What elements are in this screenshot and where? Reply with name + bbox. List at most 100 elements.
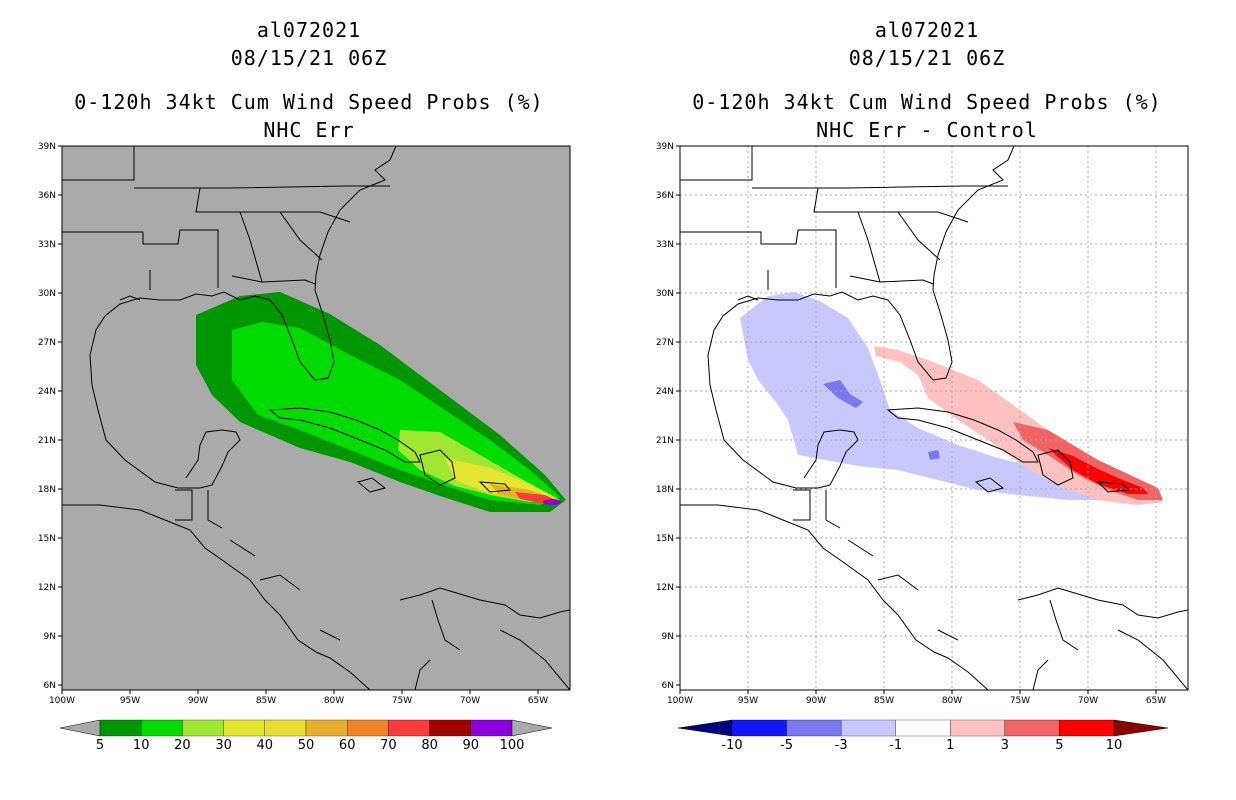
colorbar-box bbox=[1059, 719, 1115, 737]
colorbar-label: -10 bbox=[721, 738, 742, 753]
colorbar-label: 50 bbox=[298, 738, 315, 753]
lon-label: 95W bbox=[738, 696, 758, 706]
lat-label: 12N bbox=[38, 583, 56, 593]
colorbar-box bbox=[950, 719, 1006, 737]
lon-label: 70W bbox=[1078, 696, 1098, 706]
colorbar-box bbox=[264, 719, 307, 737]
lon-label: 65W bbox=[1146, 696, 1166, 706]
lon-label: 85W bbox=[256, 696, 276, 706]
colorbar-box bbox=[347, 719, 389, 737]
lat-axis: 39N 36N 33N 30N 27N 24N 21N 18N 15N 12N 9N 6N bbox=[656, 142, 680, 691]
swath-90-100 bbox=[543, 499, 561, 505]
lat-label: 12N bbox=[656, 583, 674, 593]
colorbar-left-arrow bbox=[677, 719, 733, 737]
lon-label: 70W bbox=[460, 696, 480, 706]
lat-label: 9N bbox=[662, 632, 674, 642]
colorbar-label: 30 bbox=[215, 738, 232, 753]
colorbar-box bbox=[305, 719, 348, 737]
colorbar-box bbox=[141, 719, 183, 737]
lat-axis: 39N 36N 33N 30N 27N 24N 21N 18N 15N 12N 9N 6N bbox=[38, 142, 62, 691]
lat-label: 39N bbox=[38, 142, 56, 152]
lat-label: 33N bbox=[656, 240, 674, 250]
lat-label: 24N bbox=[656, 387, 674, 397]
colorbar-label: 10 bbox=[1106, 738, 1123, 753]
colorbar-label: -3 bbox=[835, 738, 848, 753]
lat-label: 27N bbox=[656, 338, 674, 348]
lon-axis: 100W 95W 90W 85W 80W 75W 70W 65W bbox=[667, 690, 1166, 706]
colorbar-box bbox=[1004, 719, 1060, 737]
lon-label: 80W bbox=[942, 696, 962, 706]
map-frame bbox=[61, 145, 571, 691]
diff-neg-1-3 bbox=[740, 292, 1156, 500]
lon-label: 65W bbox=[528, 696, 548, 706]
product-title: 0-120h 34kt Cum Wind Speed Probs (%) bbox=[74, 90, 544, 114]
lon-label: 75W bbox=[1010, 696, 1030, 706]
swath-30-40 bbox=[445, 458, 560, 500]
right-panel: al072021 08/15/21 06Z 0-120h 34kt Cum Wi… bbox=[618, 0, 1236, 800]
colorbar-box bbox=[895, 719, 951, 737]
datetime: 08/15/21 06Z bbox=[230, 46, 388, 70]
lon-label: 75W bbox=[392, 696, 412, 706]
lon-label: 90W bbox=[806, 696, 826, 706]
lat-label: 6N bbox=[662, 681, 674, 691]
diff-neg-3-5 bbox=[823, 380, 863, 408]
map-frame bbox=[679, 145, 1189, 691]
lon-label: 95W bbox=[120, 696, 140, 706]
storm-id: al072021 bbox=[256, 18, 362, 42]
map-figure: 39N 36N 33N 30N 27N 24N 21N 18N 15N 12N 9N 6N 100W 9… bbox=[38, 142, 571, 753]
colorbar-label: 10 bbox=[133, 738, 150, 753]
lat-label: 6N bbox=[44, 681, 56, 691]
lat-label: 24N bbox=[38, 387, 56, 397]
colorbar-right-arrow bbox=[1113, 719, 1169, 737]
left-panel: al072021 08/15/21 06Z 0-120h 34kt Cum Wi… bbox=[38, 18, 571, 753]
colorbar-label: -5 bbox=[780, 738, 793, 753]
subtitle: NHC Err - Control bbox=[816, 118, 1038, 142]
colorbar-box bbox=[470, 719, 513, 737]
lat-label: 21N bbox=[656, 436, 674, 446]
coastlines bbox=[62, 146, 570, 690]
colorbar-right-arrow bbox=[511, 719, 553, 737]
lat-label: 39N bbox=[656, 142, 674, 152]
lat-label: 15N bbox=[656, 534, 674, 544]
product-title: 0-120h 34kt Cum Wind Speed Probs (%) bbox=[692, 90, 1162, 114]
map-figure: 39N 36N 33N 30N 27N 24N 21N 18N 15N 12N 9N 6N 100W 9… bbox=[656, 142, 1189, 753]
colorbar-label: 80 bbox=[421, 738, 438, 753]
colorbar-box bbox=[429, 719, 471, 737]
lon-label: 100W bbox=[667, 696, 693, 706]
colorbar-box bbox=[731, 719, 787, 737]
lon-axis: 100W 95W 90W 85W 80W 75W 70W 65W bbox=[49, 690, 548, 706]
colorbar-box bbox=[388, 719, 430, 737]
lat-label: 30N bbox=[38, 289, 56, 299]
lat-label: 9N bbox=[44, 632, 56, 642]
lat-label: 36N bbox=[38, 191, 56, 201]
colorbar: -10 -5 -3 -1 1 3 5 10 bbox=[677, 719, 1169, 753]
lat-label: 21N bbox=[38, 436, 56, 446]
lon-label: 85W bbox=[874, 696, 894, 706]
lat-label: 33N bbox=[38, 240, 56, 250]
colorbar-label: 3 bbox=[1001, 738, 1009, 753]
lon-label: 80W bbox=[324, 696, 344, 706]
colorbar-label: 60 bbox=[339, 738, 356, 753]
gridlines bbox=[680, 146, 1188, 690]
subtitle: NHC Err bbox=[263, 118, 355, 142]
colorbar-box bbox=[182, 719, 224, 737]
colorbar-label: 100 bbox=[500, 738, 525, 753]
lat-label: 18N bbox=[656, 485, 674, 495]
lat-label: 15N bbox=[38, 534, 56, 544]
map-background bbox=[680, 146, 1188, 690]
colorbar-box bbox=[99, 719, 142, 737]
storm-id: al072021 bbox=[874, 18, 980, 42]
colorbar-left-arrow bbox=[59, 719, 101, 737]
colorbar-label: 5 bbox=[1055, 738, 1063, 753]
diff-pos-5-10 bbox=[1048, 448, 1148, 494]
colorbar-label: 20 bbox=[174, 738, 191, 753]
diff-neg-3-5 bbox=[928, 450, 940, 460]
colorbar-label: -1 bbox=[889, 738, 902, 753]
probability-swath bbox=[196, 292, 566, 512]
coastlines bbox=[680, 146, 1188, 690]
colorbar-label: 70 bbox=[380, 738, 397, 753]
lon-label: 100W bbox=[49, 696, 75, 706]
colorbar-box bbox=[840, 719, 896, 737]
colorbar-label: 5 bbox=[96, 738, 104, 753]
lat-label: 36N bbox=[656, 191, 674, 201]
